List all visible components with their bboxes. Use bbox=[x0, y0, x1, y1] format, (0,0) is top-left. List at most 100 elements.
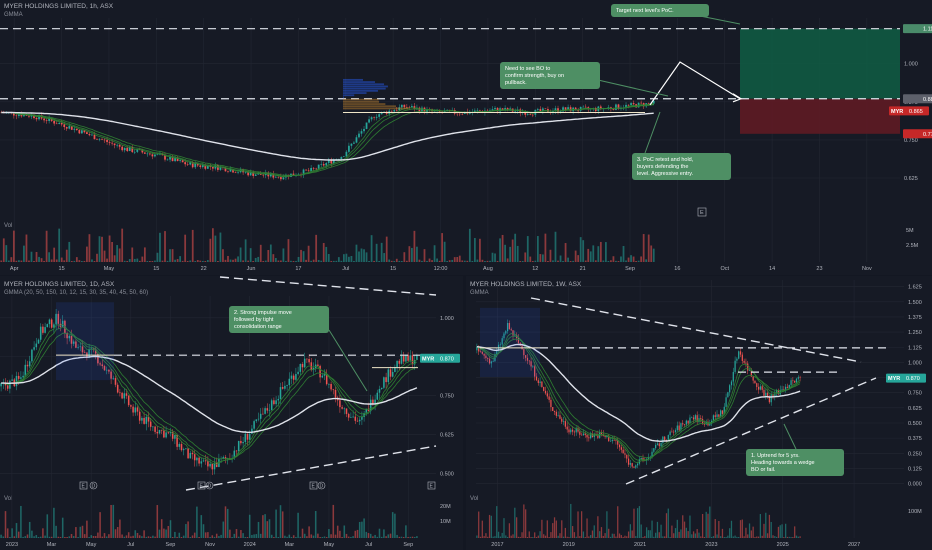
main-chart-panel[interactable]: MYER HOLDINGS LIMITED, 1h, ASX GMMA Vol … bbox=[0, 0, 932, 275]
volume-bar bbox=[687, 531, 689, 538]
volume-bar bbox=[302, 251, 305, 262]
candle-body bbox=[213, 462, 216, 470]
volume-bar bbox=[484, 260, 486, 262]
volume-bar bbox=[756, 536, 758, 538]
volume-bar bbox=[615, 536, 617, 538]
candle-body bbox=[237, 440, 240, 452]
volume-bar bbox=[651, 520, 653, 538]
candle-body bbox=[730, 381, 733, 386]
volume-bar bbox=[6, 528, 9, 538]
candle-body bbox=[625, 104, 627, 108]
candle-body bbox=[343, 408, 346, 410]
volume-bar bbox=[625, 260, 627, 262]
y-tick-label: 1.125 bbox=[908, 345, 922, 351]
volume-bar bbox=[319, 536, 321, 538]
candle-body bbox=[580, 434, 583, 436]
volume-bar bbox=[35, 251, 38, 262]
volume-bar bbox=[738, 537, 740, 538]
volume-bar bbox=[481, 520, 483, 538]
volume-bar bbox=[253, 534, 255, 538]
volume-bar bbox=[305, 259, 307, 262]
volume-bar bbox=[622, 246, 625, 262]
volume-bar bbox=[481, 259, 484, 262]
volume-bar bbox=[259, 533, 262, 538]
volume-bar bbox=[24, 536, 27, 538]
candle-body bbox=[765, 392, 767, 396]
volume-tick-label: 10M bbox=[440, 519, 451, 525]
candle-body bbox=[253, 421, 255, 429]
candle-body bbox=[48, 118, 51, 121]
volume-bar bbox=[145, 536, 148, 538]
volume-bar bbox=[660, 524, 662, 538]
candle-body bbox=[642, 458, 644, 461]
candle-body bbox=[60, 122, 63, 125]
candle-body bbox=[485, 355, 487, 359]
candle-body bbox=[553, 411, 556, 412]
candle-body bbox=[186, 164, 189, 165]
volume-bar bbox=[727, 535, 729, 538]
volume-bar bbox=[262, 515, 264, 538]
volume-bar bbox=[553, 517, 556, 538]
candle-body bbox=[57, 313, 60, 324]
y-tick-label: 1.000 bbox=[908, 360, 922, 366]
candle-body bbox=[266, 408, 269, 411]
volume-bar bbox=[121, 228, 124, 262]
candle-body bbox=[125, 393, 128, 396]
volume-bar bbox=[101, 536, 104, 538]
volume-bar bbox=[398, 536, 401, 538]
daily-chart-panel[interactable]: MYER HOLDINGS LIMITED, 1D, ASX GMMA (20,… bbox=[0, 276, 463, 550]
volume-bar bbox=[207, 532, 209, 538]
volume-bar bbox=[652, 248, 655, 262]
volume-bar bbox=[295, 260, 297, 262]
volume-bar bbox=[416, 536, 418, 538]
candle-body bbox=[492, 361, 494, 362]
candle-body bbox=[458, 113, 461, 115]
volume-bar bbox=[592, 245, 595, 262]
volume-bar bbox=[405, 260, 408, 262]
volume-bar bbox=[529, 256, 532, 262]
volume-bar bbox=[536, 236, 539, 262]
volume-profile-bar bbox=[343, 103, 386, 105]
candle-body bbox=[43, 118, 45, 121]
daily-chart-svg[interactable]: 1.0000.8750.7500.6250.5002023MarMayJulSe… bbox=[0, 276, 463, 550]
volume-bar bbox=[108, 235, 111, 262]
candle-body bbox=[568, 429, 570, 433]
breakout-annotation-text: Need to see BO to bbox=[505, 66, 550, 72]
weekly-chart-panel[interactable]: MYER HOLDINGS LIMITED, 1W, ASX GMMA Vol … bbox=[466, 276, 932, 550]
candle-body bbox=[658, 443, 660, 447]
candle-body bbox=[68, 126, 71, 129]
x-tick-label: May bbox=[324, 542, 335, 548]
candle-body bbox=[584, 106, 587, 108]
target-annotation-text: Target next level's PoC. bbox=[616, 8, 674, 14]
volume-bar bbox=[53, 247, 56, 262]
candle-body bbox=[374, 399, 376, 404]
candle-body bbox=[564, 107, 567, 110]
candle-body bbox=[185, 448, 187, 450]
volume-bar bbox=[461, 260, 464, 262]
main-chart-svg[interactable]: 1.0000.8750.7500.625Apr15May1522Jun17Jul… bbox=[0, 0, 932, 275]
candle-body bbox=[588, 437, 590, 439]
volume-bar bbox=[200, 515, 203, 538]
candle-body bbox=[529, 114, 532, 115]
volume-bar bbox=[97, 532, 99, 538]
volume-bar bbox=[149, 536, 152, 538]
volume-bar bbox=[501, 234, 504, 262]
volume-bar bbox=[91, 259, 93, 262]
candle-body bbox=[694, 415, 697, 420]
volume-bar bbox=[511, 239, 514, 262]
volume-bar bbox=[226, 508, 229, 538]
candle-body bbox=[299, 364, 302, 372]
x-tick-label: Jul bbox=[365, 542, 372, 548]
candle-body bbox=[26, 364, 29, 367]
weekly-chart-svg[interactable]: 1.6251.5001.3751.2501.1251.0000.8750.750… bbox=[466, 276, 932, 550]
candle-body bbox=[35, 118, 38, 120]
volume-bar bbox=[158, 529, 161, 538]
candle-body bbox=[127, 395, 130, 406]
volume-bar bbox=[703, 536, 706, 538]
candle-body bbox=[136, 149, 139, 152]
candle-body bbox=[262, 413, 264, 415]
volume-bar bbox=[63, 260, 66, 262]
volume-bar bbox=[559, 255, 562, 262]
candle-body bbox=[739, 351, 742, 355]
volume-bar bbox=[308, 526, 310, 538]
